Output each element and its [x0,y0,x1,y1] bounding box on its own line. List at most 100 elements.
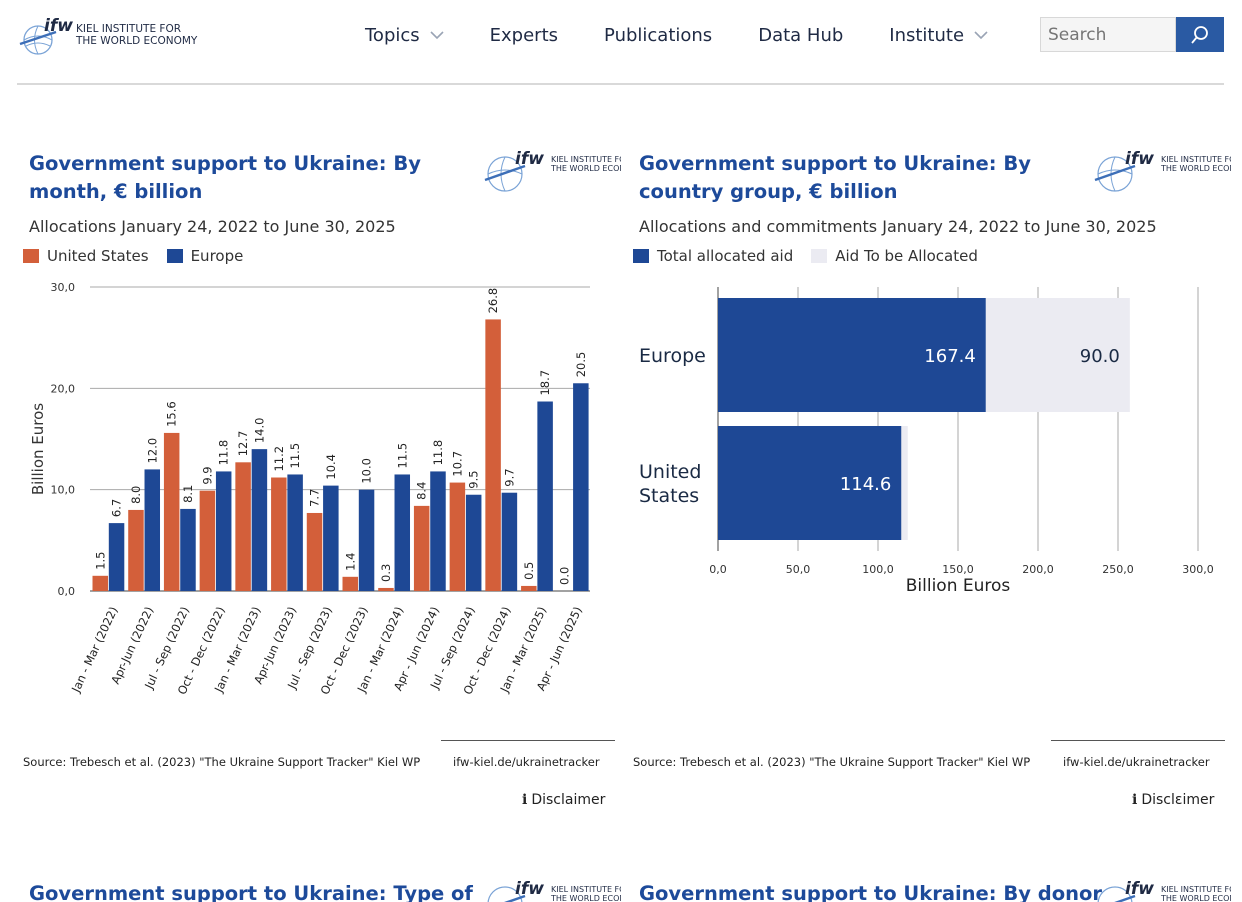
ifw-logo: ifw KIEL INSTITUTE FOR THE WORLD ECONOMY [1097,879,1231,902]
data-label: 8.0 [129,486,143,504]
bar-europe [573,383,589,591]
disclaimer-link[interactable]: i Disclεimer [1132,792,1214,808]
svg-text:KIEL INSTITUTE FOR: KIEL INSTITUTE FOR [1161,885,1231,894]
y-tick-label: 30,0 [51,281,76,294]
chevron-down-icon [430,31,444,40]
search-button[interactable] [1176,17,1224,52]
bar-europe [358,489,375,591]
bar-us [378,587,394,591]
bar-us [235,462,251,591]
x-tick-label: 150,0 [942,563,974,576]
bar-us [342,576,358,591]
bar-europe [323,485,339,591]
y-axis-label: Billion Euros [29,403,47,495]
x-axis-label: Billion Euros [906,576,1011,596]
bar-europe [180,508,196,591]
site-header: ifw KIEL INSTITUTE FOR THE WORLD ECONOMY… [0,0,1242,70]
legend-label-europe: Europe [190,247,244,265]
chart-card-type-of: Government support to Ukraine: Type of i… [17,879,621,902]
chart-title: Government support to Ukraine: Type of [29,882,473,902]
bar-us [128,509,144,591]
data-label: 11.8 [431,440,445,466]
search-input[interactable] [1040,17,1176,52]
nav-experts-label: Experts [489,24,559,46]
chart-subtitle: Allocations January 24, 2022 to June 30,… [29,217,396,236]
y-tick-label: 20,0 [51,382,76,395]
bar-us [521,585,537,591]
info-icon: i [522,792,528,808]
bar-us [306,512,323,591]
data-label: 12.0 [145,438,159,464]
nav-publications[interactable]: Publications [604,25,712,46]
svg-text:THE WORLD ECONOMY: THE WORLD ECONOMY [550,164,621,173]
data-label: 90.0 [1080,346,1120,367]
data-label: 11.5 [288,443,302,469]
nav-data-hub[interactable]: Data Hub [758,25,843,46]
legend-item-europe[interactable]: Europe [166,247,244,265]
bar-us [163,432,180,591]
bar-us [413,505,430,591]
data-label: 14.0 [252,418,266,444]
data-label: 20.5 [574,352,588,378]
bar-allocated [718,298,986,412]
data-label: 26.8 [486,288,500,314]
disclaimer-label: Disclaimer [531,792,606,808]
legend-label-allocated: Total allocated aid [657,247,794,265]
bar-to-be-allocated [985,298,1130,412]
data-label: 1.4 [343,553,357,571]
chevron-down-icon [974,31,988,40]
search-icon [1191,25,1208,44]
x-tick-label: 50,0 [786,563,811,576]
chart-source: Source: Trebesch et al. (2023) "The Ukra… [633,755,1031,769]
bar-europe [537,401,553,591]
legend-item-allocated[interactable]: Total allocated aid [633,247,793,265]
bar-us [485,319,501,591]
bar-europe [251,449,268,591]
data-label: 9.9 [200,466,214,484]
bar-europe [144,469,161,591]
bar-europe [465,494,482,591]
nav-topics[interactable]: Topics [365,25,444,46]
svg-text:ifw: ifw [515,149,544,169]
data-label: 167.4 [924,346,976,367]
tracker-link[interactable]: ifw-kiel.de/ukrainetracker [453,755,600,769]
logo-line2: THE WORLD ECONOMY [75,35,198,47]
chart-card-by-donor: Government support to Ukraine: By donor … [627,879,1231,902]
bar-europe [287,474,303,591]
url-divider [1051,740,1225,741]
nav-experts[interactable]: Experts [490,25,558,46]
nav-institute-label: Institute [889,24,965,46]
tracker-link[interactable]: ifw-kiel.de/ukrainetracker [1063,755,1210,769]
legend-item-us[interactable]: United States [23,247,149,265]
ifw-logo[interactable]: ifw KIEL INSTITUTE FOR THE WORLD ECONOMY [18,14,208,56]
data-label: 12.7 [236,431,250,457]
disclaimer-link[interactable]: i Disclaimer [522,792,605,808]
nav-institute[interactable]: Institute [889,25,988,46]
legend-swatch-to-be-allocated [811,249,828,263]
data-label: 0.0 [558,567,572,585]
svg-text:THE WORLD ECONOMY: THE WORLD ECONOMY [1160,164,1231,173]
svg-text:KIEL INSTITUTE FOR: KIEL INSTITUTE FOR [551,155,621,164]
svg-text:KIEL INSTITUTE FOR: KIEL INSTITUTE FOR [551,885,621,894]
y-tick-label: 0,0 [58,585,76,598]
svg-text:ifw: ifw [1125,149,1154,169]
svg-text:THE WORLD ECONOMY: THE WORLD ECONOMY [550,894,621,902]
chart-title: Government support to Ukraine: By month,… [29,152,421,203]
data-label: 9.7 [502,468,516,486]
x-tick-label: 0,0 [709,563,727,576]
x-tick-label: 200,0 [1022,563,1054,576]
disclaimer-label: Disclεimer [1141,792,1215,808]
data-label: 10.7 [450,451,464,477]
data-label: 7.7 [308,489,322,507]
bar-chart-by-month: 0,0 10,0 20,0 30,0 Billion Euros 1.5 8.0 15.6 9.… [29,281,590,697]
svg-text:THE WORLD ECONOMY: THE WORLD ECONOMY [1160,894,1231,902]
category-label: Europe [639,345,706,367]
legend-item-to-be-allocated[interactable]: Aid To be Allocated [811,247,978,265]
data-label: 15.6 [165,401,179,427]
data-label: 11.5 [395,443,409,469]
main-nav: Topics Experts Publications Data Hub Ins… [365,0,1034,70]
data-label: 10.0 [360,458,374,484]
data-label: 6.7 [110,499,124,517]
info-icon: i [1132,792,1138,808]
chart-title: Government support to Ukraine: By countr… [639,152,1031,203]
